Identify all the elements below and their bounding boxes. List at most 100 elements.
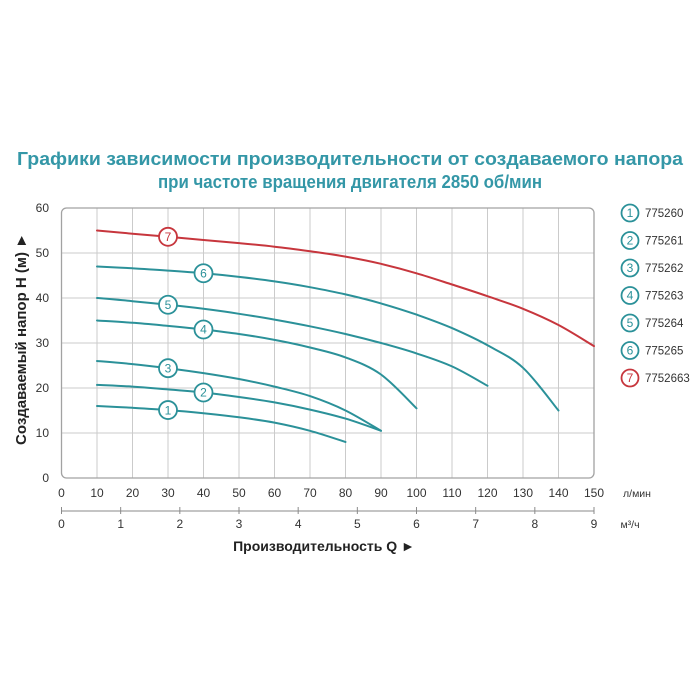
curve-label-number: 4 [200,323,207,337]
y-tick-label: 60 [36,201,50,215]
legend-marker [620,341,640,360]
x-tick-label: 100 [406,486,426,500]
y-tick-label: 40 [36,291,50,305]
x-tick-label: 30 [161,486,175,500]
series-line-775264 [96,297,489,387]
legend-marker [620,231,640,250]
curve-label-number: 2 [200,386,207,400]
x-axis-ticks: 0 10 20 30 40 50 60 70 80 90 100 110 120 130 140 150 [58,486,604,500]
x2-tick-label: 2 [176,517,183,531]
legend-marker-number: 5 [627,316,634,330]
legend-marker [620,258,640,278]
legend-item: 7 7752663 [620,368,690,388]
curve-label: 3 [158,358,178,379]
curve-label-number: 6 [200,266,207,280]
x2-axis-unit: м³/ч [620,519,639,531]
x-tick-label: 20 [126,486,140,500]
curve-label-marker [193,382,214,403]
x-axis-label: Производительность Q ► [233,538,415,554]
x2-tick-label: 0 [58,517,65,531]
x2-tick-label: 3 [236,517,243,531]
y-tick-label: 0 [42,471,49,485]
x2-tick-label: 5 [354,517,361,531]
x-tick-label: 50 [232,486,246,500]
x2-tick-label: 4 [295,517,302,531]
curve-label-number: 7 [165,230,172,244]
x-tick-label: 60 [268,486,282,500]
curve-label-marker [193,263,214,284]
curve-label: 5 [158,294,178,315]
legend-marker-number: 2 [627,234,634,248]
y-tick-label: 20 [36,381,50,395]
series-line-775262 [96,360,382,432]
curve-label-marker [158,400,178,420]
curve-label-number: 5 [165,298,172,312]
legend-item: 3 775262 [620,258,683,278]
curve-label-marker [158,358,178,379]
x-tick-label: 10 [90,486,104,500]
chart-title-line-2: при частоте вращения двигателя 2850 об/м… [158,172,542,192]
plot-frame [60,207,595,479]
legend-label: 775260 [645,208,683,220]
x-tick-label: 90 [374,486,388,500]
series-line-775261 [96,383,382,432]
series-line-775260 [96,405,347,443]
x-tick-label: 150 [584,486,604,500]
legend-label: 775263 [645,291,683,303]
x-axis-unit: л/мин [623,488,651,500]
legend-marker-number: 3 [627,261,634,275]
x-tick-label: 0 [58,486,65,500]
grid [61,208,594,478]
x-tick-label: 140 [548,486,568,500]
curve-label-marker [158,226,178,247]
curve-label-number: 1 [165,403,172,417]
x2-tick-label: 8 [531,517,538,531]
x2-axis-ticks: 0 1 2 3 4 5 6 7 8 9 [58,507,598,531]
curve-label-marker [193,319,214,340]
curve-label: 7 [158,226,178,247]
legend-item: 6 775265 [620,341,683,360]
y-axis-label: Создаваемый напор H (м) ► [13,233,30,445]
legend-marker-number: 7 [627,371,634,385]
legend-item: 1 775260 [620,203,683,223]
legend-marker-number: 4 [627,289,634,303]
legend-label: 775262 [645,263,683,275]
series-line-775265 [96,265,560,412]
x-tick-label: 80 [339,486,353,500]
x2-tick-label: 7 [472,517,479,531]
x-tick-label: 110 [442,486,461,500]
legend-marker-number: 1 [627,206,634,220]
legend-marker [620,286,640,305]
x2-tick-label: 6 [413,517,420,531]
curve-label: 2 [193,382,214,403]
legend-label: 775261 [645,236,683,248]
legend-item: 4 775263 [620,286,683,305]
y-tick-label: 30 [36,336,50,350]
series-line-775263 [96,319,418,410]
y-axis-ticks: 0 10 20 30 40 50 60 [36,201,50,485]
legend-marker [620,368,640,388]
legend-label: 775265 [645,346,683,358]
legend-item: 5 775264 [620,313,684,333]
y-tick-label: 10 [36,426,50,440]
curve-label: 6 [193,263,214,284]
curve-label: 1 [158,400,178,420]
chart-title-line-1: Графики зависимости производительности о… [17,149,684,169]
curve-label: 4 [193,319,214,340]
series-line-7752663 [96,229,595,348]
curve-label-marker [158,294,178,315]
legend: 1 775260 2 775261 3 775262 4 775263 5 775264 6 7752… [620,203,690,388]
legend-label: 775264 [645,318,684,330]
x2-tick-label: 9 [591,517,598,531]
legend-marker [620,203,640,223]
legend-label: 7752663 [645,373,690,385]
curve-label-number: 3 [165,361,172,375]
x-tick-label: 40 [197,486,211,500]
legend-item: 2 775261 [620,231,683,250]
series-curve-labels: 1 2 3 4 5 6 7 [158,226,214,420]
y-tick-label: 50 [36,246,50,260]
legend-marker [620,313,640,333]
x-tick-label: 130 [513,486,533,500]
x2-tick-label: 1 [117,517,124,531]
